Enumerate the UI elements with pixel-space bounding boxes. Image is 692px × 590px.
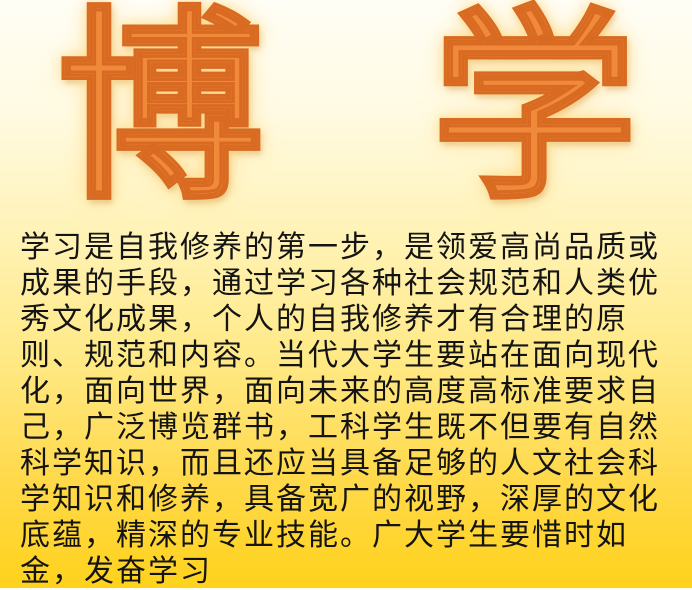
body-paragraph: 学习是自我修养的第一步，是领爱高尚品质或成果的手段，通过学习各种社会规范和人类优… [20,230,660,589]
slide-title: 博 学 [0,0,692,235]
title-char-xue: 学 [431,0,639,228]
title-char-bo: 博 [57,0,265,228]
